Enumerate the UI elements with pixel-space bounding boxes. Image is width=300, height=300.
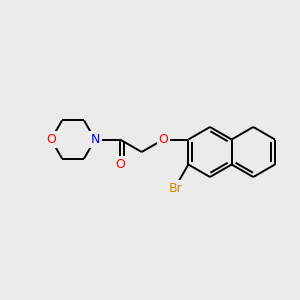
Text: N: N — [90, 133, 100, 146]
Text: O: O — [46, 133, 56, 146]
Text: N: N — [90, 133, 100, 146]
Text: Br: Br — [169, 182, 183, 195]
Text: O: O — [115, 158, 125, 171]
Text: O: O — [158, 133, 168, 146]
